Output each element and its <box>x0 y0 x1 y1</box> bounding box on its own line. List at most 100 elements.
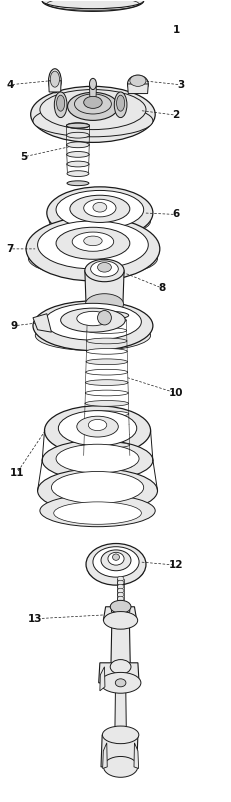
Text: 8: 8 <box>158 283 165 293</box>
Polygon shape <box>99 666 104 691</box>
Text: 12: 12 <box>168 560 182 570</box>
Ellipse shape <box>76 311 109 326</box>
Ellipse shape <box>103 612 137 630</box>
Ellipse shape <box>67 161 89 167</box>
Ellipse shape <box>93 321 116 332</box>
Ellipse shape <box>33 301 152 350</box>
Ellipse shape <box>85 259 124 282</box>
Text: 1: 1 <box>172 26 179 35</box>
Ellipse shape <box>40 90 145 130</box>
Ellipse shape <box>102 726 138 743</box>
Ellipse shape <box>86 349 127 354</box>
Ellipse shape <box>54 92 67 118</box>
Text: 11: 11 <box>9 468 24 478</box>
Text: 5: 5 <box>20 152 27 162</box>
Ellipse shape <box>117 601 123 606</box>
Ellipse shape <box>110 659 131 674</box>
Ellipse shape <box>90 261 118 277</box>
Ellipse shape <box>26 217 159 281</box>
Ellipse shape <box>110 601 131 614</box>
Ellipse shape <box>42 440 152 480</box>
Ellipse shape <box>67 180 88 185</box>
Polygon shape <box>110 621 130 666</box>
Ellipse shape <box>70 195 129 222</box>
Ellipse shape <box>85 311 128 319</box>
Ellipse shape <box>67 171 88 176</box>
Ellipse shape <box>76 416 118 437</box>
Ellipse shape <box>100 550 131 571</box>
Polygon shape <box>49 81 61 92</box>
Ellipse shape <box>88 559 143 583</box>
Ellipse shape <box>115 678 125 687</box>
Text: 10: 10 <box>168 388 182 398</box>
Polygon shape <box>85 270 124 304</box>
Ellipse shape <box>85 369 127 375</box>
Ellipse shape <box>48 69 61 93</box>
Text: 6: 6 <box>172 209 179 220</box>
Ellipse shape <box>50 71 59 87</box>
Ellipse shape <box>86 338 126 344</box>
Polygon shape <box>42 0 143 11</box>
Ellipse shape <box>117 605 123 610</box>
Ellipse shape <box>84 442 129 448</box>
Ellipse shape <box>85 390 128 396</box>
Ellipse shape <box>87 318 126 323</box>
Ellipse shape <box>66 132 89 138</box>
Ellipse shape <box>86 359 127 365</box>
Ellipse shape <box>67 152 89 157</box>
Ellipse shape <box>33 105 152 137</box>
Polygon shape <box>33 314 51 332</box>
Text: 13: 13 <box>28 614 42 624</box>
Ellipse shape <box>129 75 145 87</box>
Polygon shape <box>89 84 96 102</box>
Ellipse shape <box>83 452 129 458</box>
Ellipse shape <box>37 468 157 512</box>
Ellipse shape <box>97 310 111 325</box>
Ellipse shape <box>58 411 136 446</box>
Ellipse shape <box>100 672 140 693</box>
Ellipse shape <box>112 554 119 561</box>
Ellipse shape <box>93 202 106 212</box>
Polygon shape <box>114 683 126 735</box>
Ellipse shape <box>114 92 126 118</box>
Ellipse shape <box>56 190 143 229</box>
Polygon shape <box>127 84 148 94</box>
Ellipse shape <box>72 232 113 251</box>
Ellipse shape <box>107 553 124 565</box>
Ellipse shape <box>66 142 89 148</box>
Ellipse shape <box>67 92 118 120</box>
Ellipse shape <box>28 241 157 277</box>
Ellipse shape <box>40 495 155 527</box>
Ellipse shape <box>56 95 64 111</box>
Ellipse shape <box>89 79 96 90</box>
Ellipse shape <box>56 444 138 473</box>
Ellipse shape <box>47 187 152 239</box>
Ellipse shape <box>51 472 143 504</box>
Ellipse shape <box>42 0 143 9</box>
Text: 7: 7 <box>6 244 14 254</box>
Text: 4: 4 <box>6 79 14 90</box>
Ellipse shape <box>87 328 126 334</box>
Ellipse shape <box>30 87 155 143</box>
Polygon shape <box>93 310 116 326</box>
Ellipse shape <box>117 597 123 602</box>
Ellipse shape <box>93 547 138 577</box>
Polygon shape <box>110 607 130 611</box>
Ellipse shape <box>117 585 123 589</box>
Ellipse shape <box>86 544 145 585</box>
Ellipse shape <box>117 589 123 593</box>
Text: 3: 3 <box>176 79 183 90</box>
Polygon shape <box>134 743 138 768</box>
Ellipse shape <box>81 462 132 469</box>
Ellipse shape <box>83 199 116 217</box>
Ellipse shape <box>37 221 148 269</box>
Ellipse shape <box>83 96 102 108</box>
Ellipse shape <box>111 606 129 616</box>
Ellipse shape <box>56 227 129 259</box>
Polygon shape <box>98 662 138 683</box>
Ellipse shape <box>44 406 150 456</box>
Ellipse shape <box>66 124 89 128</box>
Ellipse shape <box>83 236 102 245</box>
Polygon shape <box>100 735 137 767</box>
Ellipse shape <box>66 123 89 128</box>
